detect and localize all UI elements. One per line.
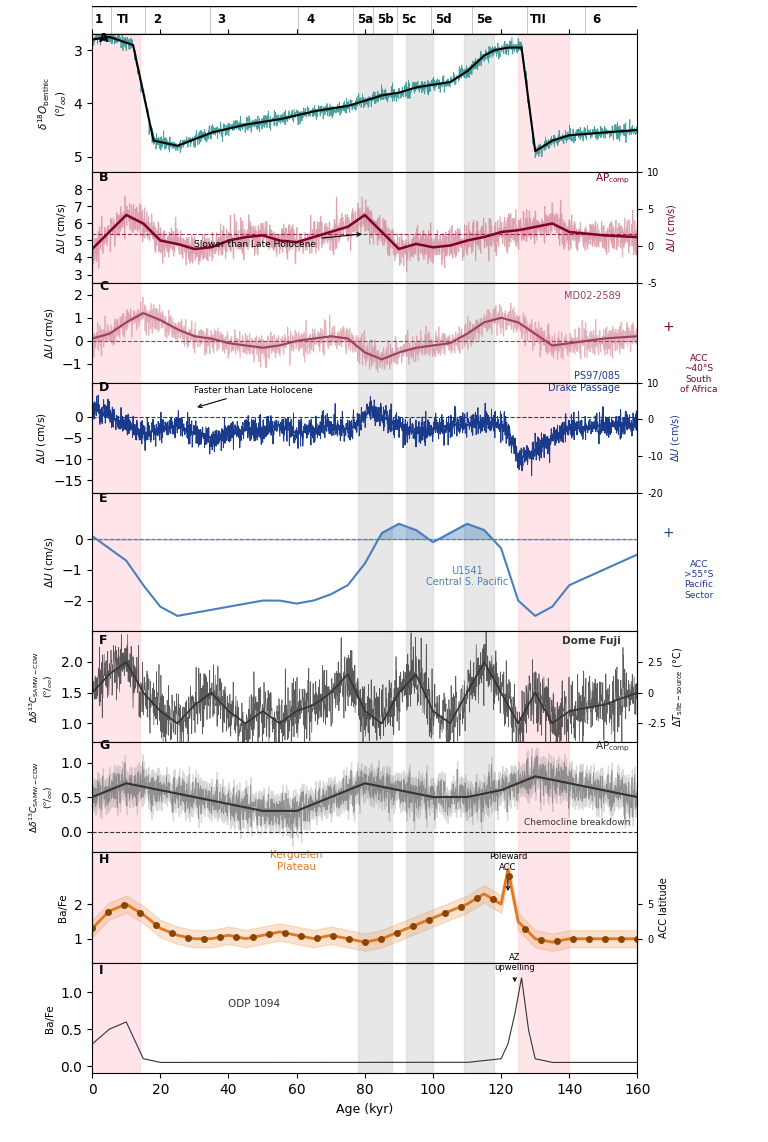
Y-axis label: ACC latitude: ACC latitude bbox=[659, 877, 669, 938]
Bar bbox=[406, 383, 433, 493]
Text: 4: 4 bbox=[306, 14, 314, 26]
Text: Slower than Late Holocene: Slower than Late Holocene bbox=[194, 233, 361, 249]
Text: ACC
~40°S
South
of Africa: ACC ~40°S South of Africa bbox=[680, 354, 717, 394]
Y-axis label: $\Delta U$ (cm/s): $\Delta U$ (cm/s) bbox=[669, 413, 681, 463]
Y-axis label: $\Delta\delta^{13}C_{\rm SAMW-CDW}$
($^o/_{oo}$): $\Delta\delta^{13}C_{\rm SAMW-CDW}$ ($^o… bbox=[27, 651, 55, 723]
Bar bbox=[358, 852, 392, 963]
Y-axis label: $\Delta\delta^{13}C_{\rm SAMW-CDW}$
($^o/_{oo}$): $\Delta\delta^{13}C_{\rm SAMW-CDW}$ ($^o… bbox=[27, 761, 55, 833]
Text: F: F bbox=[99, 634, 108, 646]
Text: AP$_{\rm comp}$: AP$_{\rm comp}$ bbox=[595, 171, 631, 186]
Text: 2: 2 bbox=[153, 14, 161, 26]
Bar bbox=[464, 383, 495, 493]
Text: Poleward
ACC: Poleward ACC bbox=[488, 852, 527, 890]
Text: TII: TII bbox=[530, 14, 547, 26]
Text: Dome Fuji: Dome Fuji bbox=[561, 636, 621, 645]
Bar bbox=[464, 852, 495, 963]
Bar bbox=[406, 172, 433, 283]
Text: D: D bbox=[99, 381, 109, 394]
Text: G: G bbox=[99, 739, 109, 751]
Bar bbox=[518, 852, 569, 963]
Text: H: H bbox=[99, 853, 109, 866]
Bar bbox=[358, 493, 392, 632]
Bar bbox=[518, 383, 569, 493]
Bar bbox=[518, 632, 569, 742]
Text: B: B bbox=[99, 171, 108, 184]
Y-axis label: Ba/Fe: Ba/Fe bbox=[58, 893, 68, 922]
Bar bbox=[464, 493, 495, 632]
Text: A: A bbox=[99, 32, 108, 46]
Bar bbox=[406, 493, 433, 632]
Bar bbox=[358, 632, 392, 742]
Bar bbox=[92, 383, 140, 493]
Bar bbox=[464, 632, 495, 742]
Text: 5e: 5e bbox=[476, 14, 492, 26]
Y-axis label: $\Delta T_{\rm site-source}$ (°C): $\Delta T_{\rm site-source}$ (°C) bbox=[672, 646, 685, 726]
Bar bbox=[464, 963, 495, 1073]
Text: 3: 3 bbox=[217, 14, 226, 26]
Bar bbox=[406, 283, 433, 383]
Bar bbox=[406, 34, 433, 172]
Text: AZ
upwelling: AZ upwelling bbox=[495, 952, 535, 981]
Text: 5d: 5d bbox=[435, 14, 452, 26]
Bar bbox=[92, 963, 140, 1073]
Y-axis label: $\Delta U$ (cm/s): $\Delta U$ (cm/s) bbox=[665, 203, 678, 252]
Y-axis label: $\Delta U$ (cm/s): $\Delta U$ (cm/s) bbox=[55, 202, 68, 254]
Y-axis label: $\Delta U$ (cm/s): $\Delta U$ (cm/s) bbox=[35, 412, 48, 464]
Bar bbox=[464, 283, 495, 383]
Text: PS97/085
Drake Passage: PS97/085 Drake Passage bbox=[548, 371, 621, 393]
Bar bbox=[518, 283, 569, 383]
Y-axis label: $\delta^{18}O_{\rm benthic}$
($^o/_{oo}$): $\delta^{18}O_{\rm benthic}$ ($^o/_{oo}$… bbox=[37, 77, 68, 130]
Bar bbox=[406, 632, 433, 742]
Bar bbox=[92, 283, 140, 383]
Bar bbox=[406, 742, 433, 852]
X-axis label: Age (kyr): Age (kyr) bbox=[336, 1103, 393, 1116]
Bar bbox=[358, 383, 392, 493]
Text: ODP 1094: ODP 1094 bbox=[229, 999, 280, 1010]
Text: MD02-2589: MD02-2589 bbox=[564, 291, 621, 301]
Bar bbox=[464, 34, 495, 172]
Text: +: + bbox=[662, 525, 674, 540]
Text: E: E bbox=[99, 492, 108, 505]
Bar bbox=[92, 742, 140, 852]
Text: Faster than Late Holocene: Faster than Late Holocene bbox=[194, 386, 313, 408]
Bar bbox=[358, 172, 392, 283]
Bar bbox=[92, 172, 140, 283]
Bar bbox=[518, 34, 569, 172]
Text: Chemocline breakdown: Chemocline breakdown bbox=[525, 818, 631, 827]
Y-axis label: $\Delta U$ (cm/s): $\Delta U$ (cm/s) bbox=[43, 307, 56, 359]
Text: Kerguelen
Plateau: Kerguelen Plateau bbox=[270, 850, 323, 871]
Bar bbox=[406, 963, 433, 1073]
Bar bbox=[464, 742, 495, 852]
Bar bbox=[518, 963, 569, 1073]
Bar bbox=[358, 283, 392, 383]
Bar bbox=[406, 852, 433, 963]
Bar bbox=[464, 172, 495, 283]
Text: 5a: 5a bbox=[356, 14, 373, 26]
Bar bbox=[358, 742, 392, 852]
Bar bbox=[92, 493, 140, 632]
Y-axis label: Ba/Fe: Ba/Fe bbox=[45, 1004, 55, 1032]
Bar bbox=[518, 493, 569, 632]
Text: 5b: 5b bbox=[377, 14, 393, 26]
Text: U1541
Central S. Pacific: U1541 Central S. Pacific bbox=[426, 565, 508, 587]
Bar bbox=[92, 852, 140, 963]
Text: 6: 6 bbox=[592, 14, 601, 26]
Text: 1: 1 bbox=[95, 14, 103, 26]
Bar bbox=[358, 963, 392, 1073]
Bar bbox=[358, 34, 392, 172]
Text: 5c: 5c bbox=[402, 14, 417, 26]
Y-axis label: $\Delta U$ (cm/s): $\Delta U$ (cm/s) bbox=[43, 537, 56, 588]
Text: AP$_{\rm comp}$: AP$_{\rm comp}$ bbox=[595, 739, 631, 754]
Text: ACC
>55°S
Pacific
Sector: ACC >55°S Pacific Sector bbox=[684, 560, 713, 600]
Bar bbox=[518, 172, 569, 283]
Bar bbox=[92, 632, 140, 742]
Text: I: I bbox=[99, 964, 104, 976]
Bar bbox=[518, 742, 569, 852]
Text: +: + bbox=[662, 320, 674, 335]
Text: C: C bbox=[99, 280, 108, 293]
Bar bbox=[92, 34, 140, 172]
Text: TI: TI bbox=[117, 14, 129, 26]
